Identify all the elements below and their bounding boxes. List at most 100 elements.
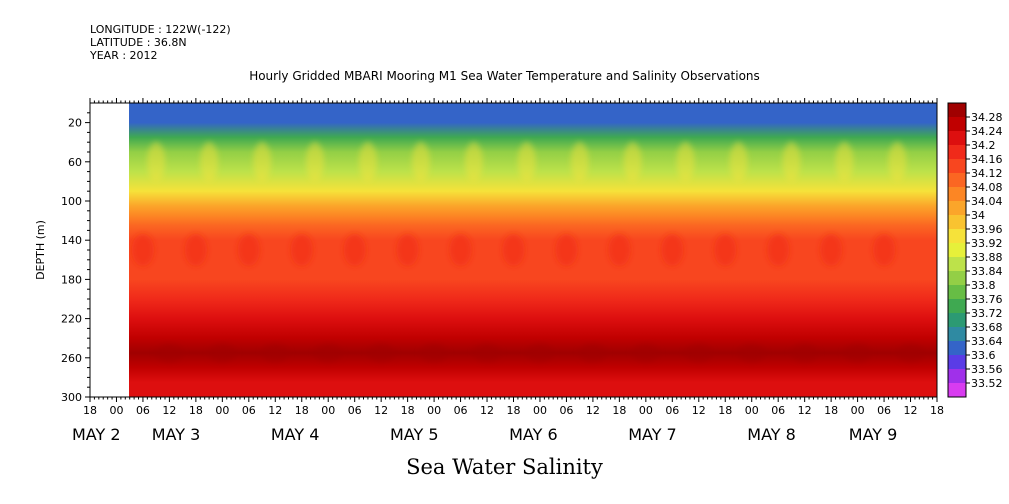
colorbar-label: 33.56 bbox=[971, 363, 1003, 376]
x-tick-label: 06 bbox=[242, 404, 256, 417]
colorbar-swatch bbox=[948, 131, 966, 146]
x-tick-label: 18 bbox=[824, 404, 838, 417]
x-tick-label: 00 bbox=[745, 404, 759, 417]
x-tick-label: 06 bbox=[877, 404, 891, 417]
salinity-patch bbox=[367, 343, 396, 362]
colorbar-swatch bbox=[948, 299, 966, 314]
salinity-patch bbox=[767, 234, 790, 266]
salinity-variability bbox=[131, 141, 925, 362]
colorbar-label: 34 bbox=[971, 209, 985, 222]
colorbar-swatch bbox=[948, 355, 966, 370]
colorbar-swatch bbox=[948, 173, 966, 188]
colorbar-swatch bbox=[948, 187, 966, 202]
colorbar-label: 33.64 bbox=[971, 335, 1003, 348]
salinity-patch bbox=[555, 234, 578, 266]
colorbar-label: 34.2 bbox=[971, 139, 996, 152]
colorbar-swatch bbox=[948, 369, 966, 384]
day-label: MAY 5 bbox=[390, 425, 439, 444]
colorbar-swatch bbox=[948, 341, 966, 356]
colorbar-swatch bbox=[948, 383, 966, 398]
salinity-patch bbox=[843, 343, 872, 362]
y-tick-label: 300 bbox=[61, 391, 82, 404]
salinity-patch bbox=[155, 343, 184, 362]
colorbar-swatch bbox=[948, 257, 966, 272]
salinity-patch bbox=[608, 234, 631, 266]
salinity-patch bbox=[525, 343, 554, 362]
salinity-patch bbox=[305, 141, 324, 182]
x-tick-label: 06 bbox=[771, 404, 785, 417]
salinity-patch bbox=[343, 234, 366, 266]
colorbar: 34.2834.2434.234.1634.1234.0834.043433.9… bbox=[947, 102, 1003, 398]
salinity-patch bbox=[684, 343, 713, 362]
colorbar-label: 33.92 bbox=[971, 237, 1003, 250]
x-tick-label: 00 bbox=[533, 404, 547, 417]
salinity-patch bbox=[737, 343, 766, 362]
salinity-patch bbox=[411, 141, 430, 182]
y-tick-label: 220 bbox=[61, 313, 82, 326]
colorbar-label: 33.84 bbox=[971, 265, 1003, 278]
colorbar-label: 33.68 bbox=[971, 321, 1003, 334]
colorbar-swatch bbox=[948, 117, 966, 132]
x-tick-label: 06 bbox=[136, 404, 150, 417]
colorbar-swatch bbox=[948, 243, 966, 258]
salinity-patch bbox=[290, 234, 313, 266]
salinity-patch bbox=[517, 141, 536, 182]
x-tick-label: 06 bbox=[665, 404, 679, 417]
colorbar-swatch bbox=[948, 215, 966, 230]
x-tick-label: 18 bbox=[189, 404, 203, 417]
x-tick-label: 12 bbox=[586, 404, 600, 417]
x-tick-label: 12 bbox=[162, 404, 176, 417]
x-tick-label: 18 bbox=[718, 404, 732, 417]
colorbar-label: 33.8 bbox=[971, 279, 996, 292]
salinity-patch bbox=[147, 141, 166, 182]
salinity-patch bbox=[473, 343, 502, 362]
x-tick-label: 12 bbox=[480, 404, 494, 417]
salinity-patch bbox=[261, 343, 290, 362]
salinity-patch bbox=[896, 343, 925, 362]
colorbar-frame bbox=[947, 102, 967, 398]
colorbar-swatch bbox=[948, 159, 966, 174]
salinity-patch bbox=[200, 141, 219, 182]
y-axis-label: DEPTH (m) bbox=[34, 220, 47, 280]
x-tick-label: 18 bbox=[295, 404, 309, 417]
colorbar-swatch bbox=[948, 285, 966, 300]
y-tick-label: 140 bbox=[61, 234, 82, 247]
day-label: MAY 4 bbox=[271, 425, 320, 444]
salinity-patch bbox=[449, 234, 472, 266]
x-tick-label: 06 bbox=[454, 404, 468, 417]
salinity-patch bbox=[570, 141, 589, 182]
salinity-patch bbox=[253, 141, 272, 182]
salinity-patch bbox=[184, 234, 207, 266]
salinity-patch bbox=[396, 234, 419, 266]
x-tick-label: 18 bbox=[930, 404, 944, 417]
y-tick-label: 180 bbox=[61, 273, 82, 286]
colorbar-swatch bbox=[948, 145, 966, 160]
colorbar-label: 33.96 bbox=[971, 223, 1003, 236]
colorbar-swatch bbox=[948, 327, 966, 342]
colorbar-swatch bbox=[948, 229, 966, 244]
x-tick-label: 06 bbox=[559, 404, 573, 417]
colorbar-label: 33.88 bbox=[971, 251, 1003, 264]
salinity-patch bbox=[790, 343, 819, 362]
salinity-patch bbox=[358, 141, 377, 182]
colorbar-swatch bbox=[948, 271, 966, 286]
day-label: MAY 6 bbox=[509, 425, 558, 444]
x-tick-label: 18 bbox=[612, 404, 626, 417]
x-tick-label: 00 bbox=[427, 404, 441, 417]
salinity-patch bbox=[729, 141, 748, 182]
salinity-patch bbox=[578, 343, 607, 362]
x-tick-label: 00 bbox=[109, 404, 123, 417]
salinity-patch bbox=[208, 343, 237, 362]
x-tick-label: 06 bbox=[348, 404, 362, 417]
salinity-patch bbox=[661, 234, 684, 266]
colorbar-label: 34.12 bbox=[971, 167, 1003, 180]
x-tick-label: 00 bbox=[851, 404, 865, 417]
colorbar-label: 34.24 bbox=[971, 125, 1003, 138]
chart-title: Hourly Gridded MBARI Mooring M1 Sea Wate… bbox=[249, 69, 760, 83]
salinity-patch bbox=[782, 141, 801, 182]
salinity-patch bbox=[131, 234, 154, 266]
salinity-patch bbox=[237, 234, 260, 266]
variable-title: Sea Water Salinity bbox=[406, 455, 603, 479]
